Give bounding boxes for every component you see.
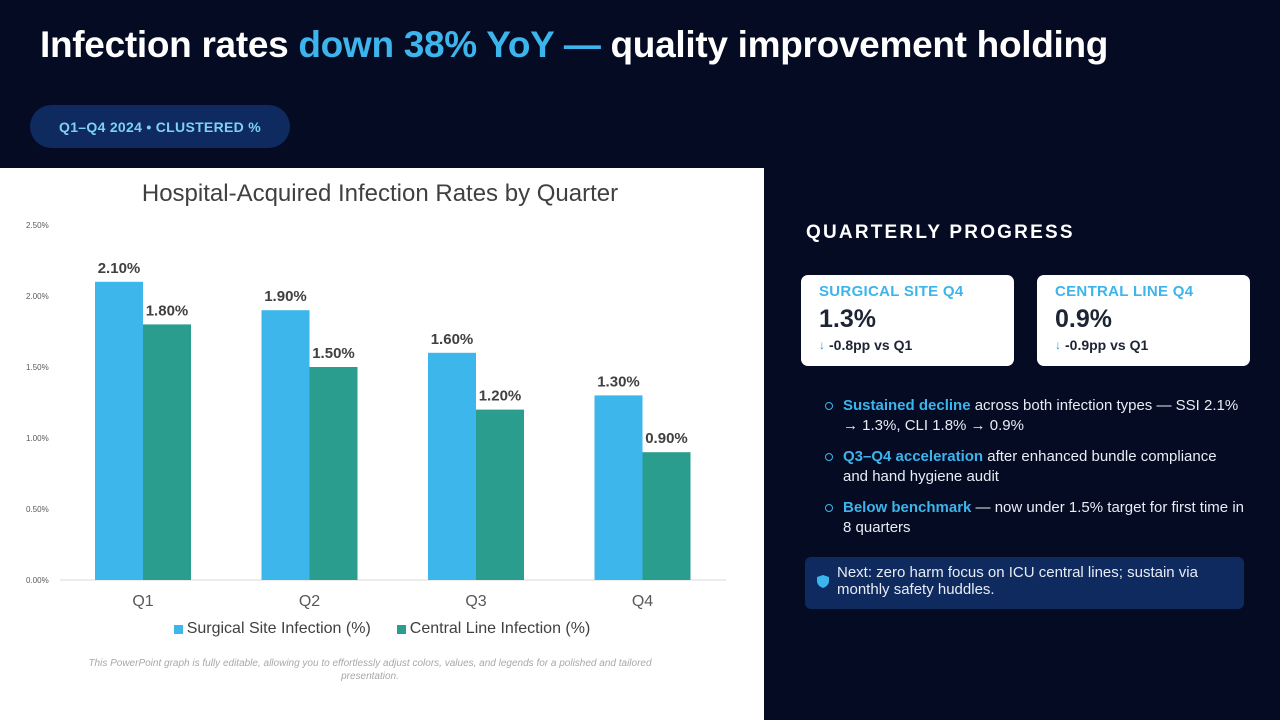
kpi-delta-text: -0.8pp vs Q1 xyxy=(829,337,913,353)
data-label: 1.80% xyxy=(146,302,189,319)
bar-surgical-site xyxy=(594,395,643,580)
x-tick-label: Q1 xyxy=(132,593,153,610)
legend-swatch-central-line xyxy=(396,624,406,634)
chart-footnote: This PowerPoint graph is fully editable,… xyxy=(88,658,652,682)
x-tick-label: Q2 xyxy=(299,593,320,610)
bar-surgical-site xyxy=(428,352,476,580)
bullet-item: Below benchmark — now under 1.5% target … xyxy=(825,498,1245,538)
callout-text: Next: zero harm focus on ICU central lin… xyxy=(837,564,1198,598)
bar-central-line xyxy=(642,452,691,580)
y-tick-label: 2.00% xyxy=(26,292,49,301)
legend-label-central-line: Central Line Infection (%) xyxy=(409,620,591,637)
bullet-highlight: Q3–Q4 acceleration xyxy=(843,448,984,465)
period-badge: Q1–Q4 2024 • CLUSTERED % xyxy=(30,105,290,148)
bar-surgical-site xyxy=(95,281,143,580)
y-tick-label: 0.00% xyxy=(26,576,49,585)
x-tick-label: Q4 xyxy=(632,593,653,610)
insight-bullets: Sustained decline across both infection … xyxy=(825,396,1245,549)
slide-title: Infection rates down 38% YoY — quality i… xyxy=(40,24,1108,66)
bar-chart: 0.00% 0.50% 1.00% 1.50% 2.00% 2.50% 2.10% 1.80%… xyxy=(26,221,726,610)
bullet-circle-icon xyxy=(825,504,833,512)
data-label: 1.30% xyxy=(597,373,640,390)
legend-swatch-surgical xyxy=(173,624,183,634)
bar-central-line xyxy=(143,324,191,580)
bullet-circle-icon xyxy=(825,402,833,410)
data-label: 1.50% xyxy=(312,345,355,362)
chart-legend: Surgical Site Infection (%) Central Line… xyxy=(0,620,764,638)
data-label: 2.10% xyxy=(98,260,141,277)
chart-title: Hospital-Acquired Infection Rates by Qua… xyxy=(141,180,619,207)
kpi-value: 0.9% xyxy=(1055,305,1112,333)
title-prefix: Infection rates xyxy=(40,24,299,65)
y-tick-label: 1.00% xyxy=(26,434,49,443)
kpi-value: 1.3% xyxy=(819,305,876,333)
side-heading: QUARTERLY PROGRESS xyxy=(806,222,1075,243)
data-label: 0.90% xyxy=(645,430,688,447)
next-steps-callout: Next: zero harm focus on ICU central lin… xyxy=(805,557,1244,609)
bar-central-line xyxy=(309,367,358,580)
legend-item-surgical: Surgical Site Infection (%) xyxy=(173,620,371,638)
y-tick-label: 2.50% xyxy=(26,221,49,230)
x-tick-label: Q3 xyxy=(465,593,486,610)
arrow-down-icon: ↓ xyxy=(819,338,825,352)
kpi-label: SURGICAL SITE Q4 xyxy=(819,283,964,300)
legend-label-surgical: Surgical Site Infection (%) xyxy=(186,620,371,637)
kpi-delta: ↓ -0.8pp vs Q1 xyxy=(819,337,996,353)
bullet-circle-icon xyxy=(825,453,833,461)
bullet-item: Sustained decline across both infection … xyxy=(825,396,1245,436)
legend-item-central-line: Central Line Infection (%) xyxy=(396,620,591,638)
bullet-item: Q3–Q4 acceleration after enhanced bundle… xyxy=(825,447,1245,487)
y-tick-label: 0.50% xyxy=(26,505,49,514)
bar-central-line xyxy=(476,409,524,580)
bullet-text: after enhanced bundle compliance and han… xyxy=(843,448,1217,485)
bullet-text: — now under 1.5% target for first time i… xyxy=(843,499,1244,536)
shield-icon xyxy=(817,575,829,588)
kpi-label: CENTRAL LINE Q4 xyxy=(1055,283,1194,300)
data-label: 1.20% xyxy=(479,388,522,405)
arrow-down-icon: ↓ xyxy=(1055,338,1061,352)
kpi-card-central-line: CENTRAL LINE Q4 0.9% ↓ -0.9pp vs Q1 xyxy=(1037,275,1250,366)
chart-panel: 0.00% 0.50% 1.00% 1.50% 2.00% 2.50% 2.10% 1.80%… xyxy=(0,168,764,720)
title-suffix: quality improvement holding xyxy=(600,24,1109,65)
kpi-delta: ↓ -0.9pp vs Q1 xyxy=(1055,337,1232,353)
bullet-text: across both infection types — SSI 2.1% →… xyxy=(843,397,1239,434)
kpi-delta-text: -0.9pp vs Q1 xyxy=(1065,337,1149,353)
kpi-card-surgical-site: SURGICAL SITE Q4 1.3% ↓ -0.8pp vs Q1 xyxy=(801,275,1014,366)
title-accent: down 38% YoY — xyxy=(298,24,601,65)
data-label: 1.60% xyxy=(431,331,474,348)
data-label: 1.90% xyxy=(264,288,307,305)
bullet-highlight: Below benchmark xyxy=(843,499,972,516)
bullet-highlight: Sustained decline xyxy=(843,397,971,414)
y-tick-label: 1.50% xyxy=(26,363,49,372)
bar-surgical-site xyxy=(261,310,310,580)
